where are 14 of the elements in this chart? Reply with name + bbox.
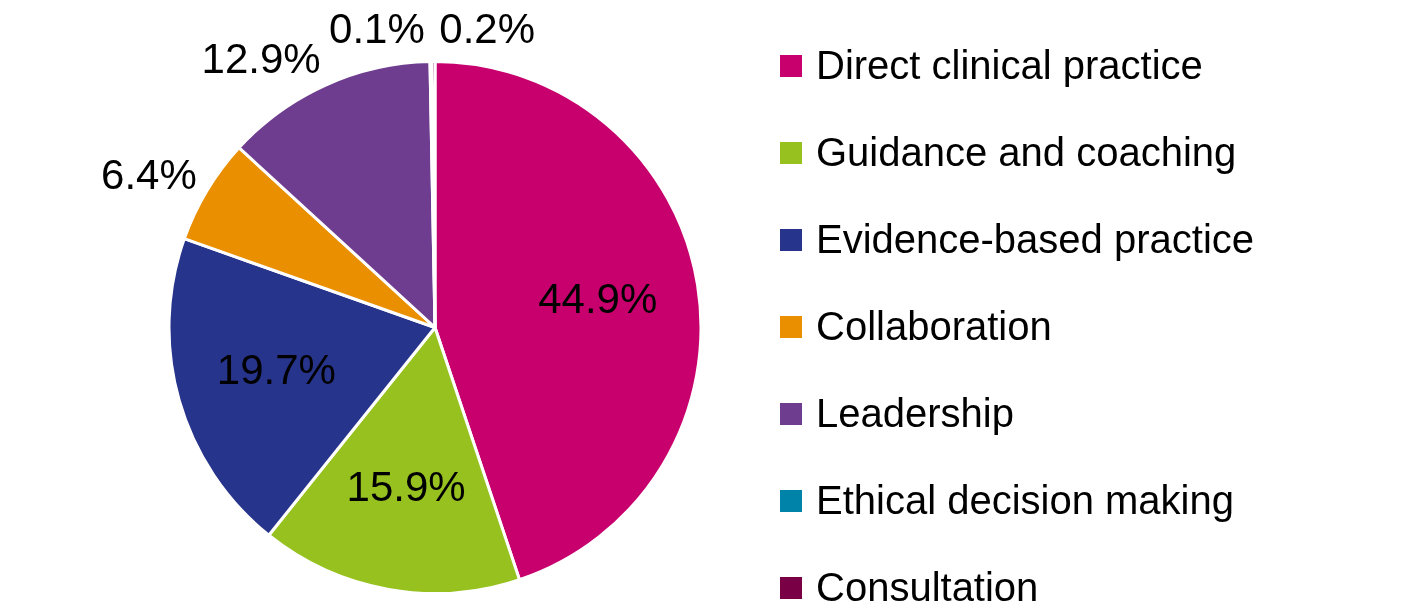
legend-label: Consultation — [816, 565, 1039, 610]
legend-label: Ethical decision making — [816, 478, 1234, 523]
legend-label: Evidence-based practice — [816, 217, 1255, 262]
data-label: 0.1% — [329, 5, 425, 53]
data-label: 6.4% — [101, 150, 197, 198]
legend-label: Collaboration — [816, 304, 1052, 349]
legend-label: Direct clinical practice — [816, 43, 1203, 88]
data-label: 12.9% — [201, 34, 321, 82]
data-label: 19.7% — [216, 346, 336, 394]
data-label: 15.9% — [346, 463, 466, 511]
data-label: 44.9% — [538, 274, 658, 322]
data-label: 0.2% — [439, 5, 536, 53]
legend-label: Guidance and coaching — [816, 130, 1237, 175]
legend-label: Leadership — [816, 391, 1014, 436]
